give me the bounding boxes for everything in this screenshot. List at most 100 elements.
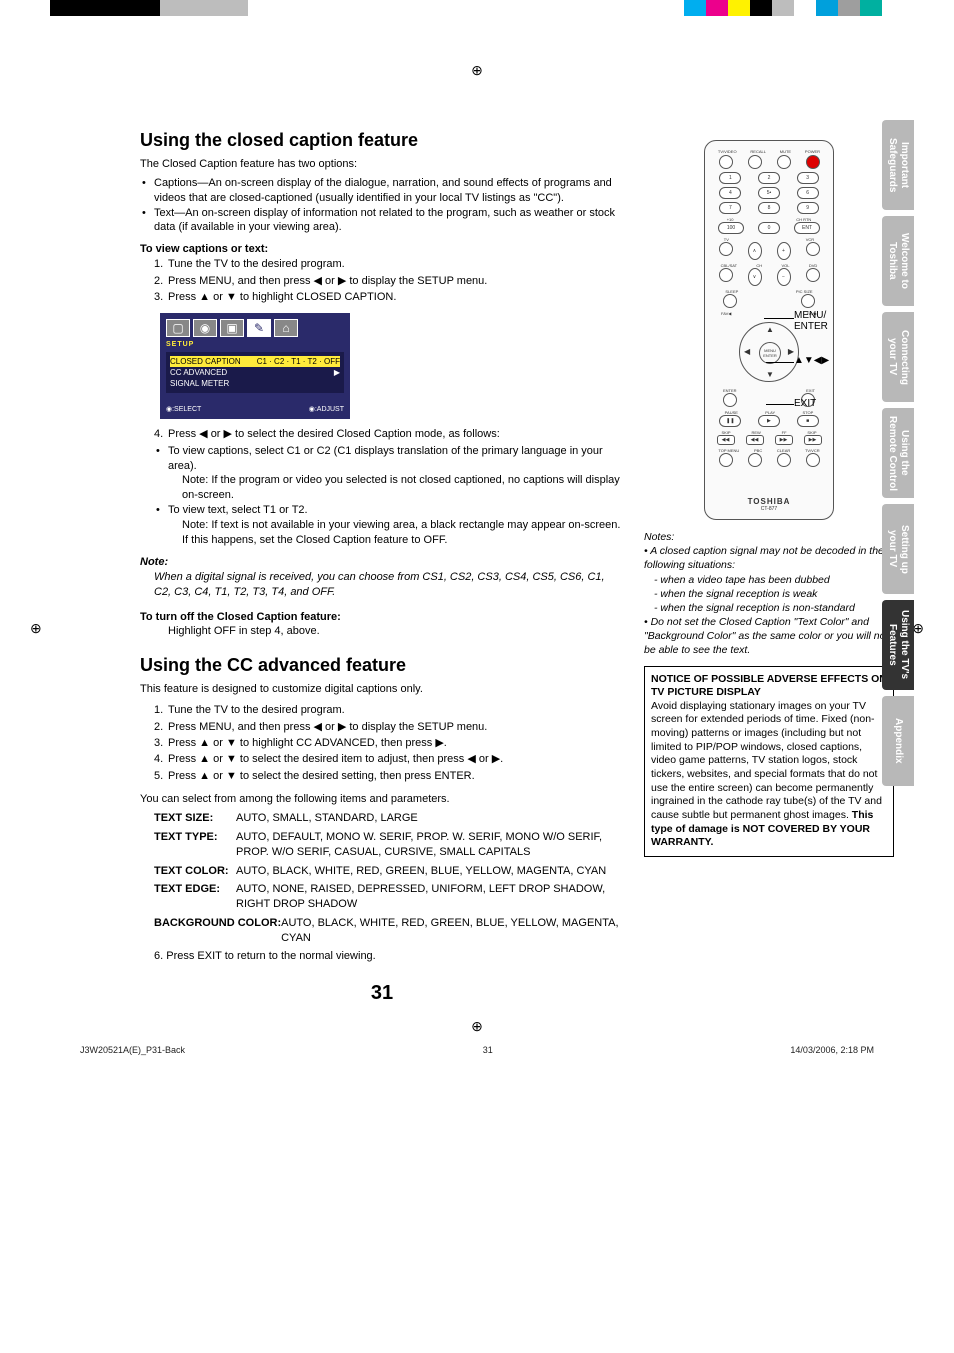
side-note-line: • A closed caption signal may not be dec… — [644, 544, 894, 572]
callout-arrows: ▲▼◀▶ — [794, 355, 829, 366]
osd-tab-icon: ▣ — [220, 319, 244, 337]
osd-row: SIGNAL METER — [170, 378, 340, 389]
callout-menu: MENU/ ENTER — [794, 310, 828, 332]
param-row: TEXT COLOR:AUTO, BLACK, WHITE, RED, GREE… — [154, 864, 624, 879]
calibration-bars — [0, 0, 954, 20]
calibration-bar — [204, 0, 226, 16]
step-6: 6. Press EXIT to return to the normal vi… — [140, 950, 624, 962]
step-item: 4.Press ◀ or ▶ to select the desired Clo… — [168, 427, 624, 442]
osd-foot-adjust: ◉:ADJUST — [309, 405, 344, 413]
osd-menu-screenshot: ▢ ◉ ▣ ✎ ⌂ SETUP CLOSED CAPTIONC1 · C2 · … — [160, 313, 350, 419]
page-number: 31 — [140, 982, 624, 1005]
steps-list-3: 1.Tune the TV to the desired program.2.P… — [140, 703, 624, 784]
calibration-bar — [138, 0, 160, 16]
osd-row: CC ADVANCED▶ — [170, 367, 340, 378]
calibration-bar — [772, 0, 794, 16]
osd-row: CLOSED CAPTIONC1 · C2 · T1 · T2 · OFF — [170, 356, 340, 367]
params-intro: You can select from among the following … — [140, 792, 624, 807]
intro-text: The Closed Caption feature has two optio… — [140, 157, 624, 172]
section-tab[interactable]: Using the TV's Features — [882, 600, 914, 690]
section-tab[interactable]: Setting up your TV — [882, 504, 914, 594]
subheading-view-captions: To view captions or text: — [140, 243, 624, 255]
registration-mark-bottom: ⊕ — [471, 1018, 483, 1035]
side-notes: Notes: • A closed caption signal may not… — [644, 530, 894, 658]
calibration-bar — [728, 0, 750, 16]
sub-bullet-list: To view text, select T1 or T2. — [140, 503, 624, 518]
param-row: BACKGROUND COLOR: AUTO, BLACK, WHITE, RE… — [154, 916, 624, 946]
section-tab[interactable]: Welcome to Toshiba — [882, 216, 914, 306]
osd-tab-icon: ▢ — [166, 319, 190, 337]
calibration-bar — [684, 0, 706, 16]
step-item: 2.Press MENU, and then press ◀ or ▶ to d… — [168, 720, 624, 735]
calibration-bar — [816, 0, 838, 16]
calibration-bar — [116, 0, 138, 16]
section-tab[interactable]: Appendix — [882, 696, 914, 786]
calibration-bar — [160, 0, 182, 16]
callout-exit: EXIT — [794, 398, 816, 409]
turn-off-body: Highlight OFF in step 4, above. — [140, 625, 624, 637]
note-text: Note: If the program or video you select… — [140, 473, 624, 503]
side-column: TV/VIDEORECALLMUTEPOWER 123 45•6 789 +10… — [644, 120, 894, 1005]
side-note-line: - when the signal reception is weak — [644, 587, 894, 601]
note-text: Note: If text is not available in your v… — [140, 518, 624, 548]
calibration-bar — [248, 0, 270, 16]
notice-box: NOTICE OF POSSIBLE ADVERSE EFFECTS ON TV… — [644, 666, 894, 857]
remote-model: CT-877 — [711, 506, 827, 512]
param-row: TEXT EDGE:AUTO, NONE, RAISED, DEPRESSED,… — [154, 882, 624, 912]
osd-tab-icon: ⌂ — [274, 319, 298, 337]
step-item: 3.Press ▲ or ▼ to highlight CC ADVANCED,… — [168, 736, 624, 751]
param-row: TEXT SIZE:AUTO, SMALL, STANDARD, LARGE — [154, 811, 624, 826]
registration-mark-left: ⊕ — [30, 620, 42, 637]
bullet-item: Text—An on-screen display of information… — [154, 206, 624, 236]
subheading-turn-off: To turn off the Closed Caption feature: — [140, 611, 624, 623]
param-row: TEXT TYPE:AUTO, DEFAULT, MONO W. SERIF, … — [154, 830, 624, 860]
registration-mark-right: ⊕ — [912, 620, 924, 637]
callout-line — [764, 318, 794, 319]
side-note-line: - when the signal reception is non-stand… — [644, 601, 894, 615]
heading-closed-caption: Using the closed caption feature — [140, 130, 624, 151]
footer-filename: J3W20521A(E)_P31-Back — [80, 1045, 185, 1055]
notice-title: NOTICE OF POSSIBLE ADVERSE EFFECTS ON TV… — [651, 673, 887, 699]
footer-pagenum: 31 — [483, 1045, 493, 1055]
calibration-bar — [50, 0, 72, 16]
section-tab[interactable]: Using the Remote Control — [882, 408, 914, 498]
calibration-bar — [94, 0, 116, 16]
calibration-bar — [226, 0, 248, 16]
section-tab[interactable]: Important Safeguards — [882, 120, 914, 210]
osd-tab-icon: ✎ — [247, 319, 271, 337]
section-tab[interactable]: Connecting your TV — [882, 312, 914, 402]
section-tabs: Important Safeguards Welcome to Toshiba Co… — [882, 120, 914, 792]
bullet-item: Captions—An on-screen display of the dia… — [154, 176, 624, 206]
osd-tab-icon: ◉ — [193, 319, 217, 337]
side-note-line: • Do not set the Closed Caption "Text Co… — [644, 615, 894, 658]
notice-body: Avoid displaying stationary images on yo… — [651, 700, 882, 821]
callout-line — [766, 362, 794, 363]
registration-mark-top: ⊕ — [471, 62, 483, 79]
calibration-bar — [838, 0, 860, 16]
osd-label: SETUP — [166, 341, 344, 348]
step-item: 2.Press MENU, and then press ◀ or ▶ to d… — [168, 274, 624, 289]
step-item: 4.Press ▲ or ▼ to select the desired ite… — [168, 752, 624, 767]
steps-list-1: 1.Tune the TV to the desired program.2.P… — [140, 257, 624, 305]
step-item: 5.Press ▲ or ▼ to select the desired set… — [168, 769, 624, 784]
osd-foot-select: ◉:SELECT — [166, 405, 201, 413]
calibration-bar — [182, 0, 204, 16]
bullet-list-options: Captions—An on-screen display of the dia… — [140, 176, 624, 235]
note-body: When a digital signal is received, you c… — [140, 570, 624, 600]
main-column: Using the closed caption feature The Clo… — [140, 120, 624, 1005]
intro-cc-advanced: This feature is designed to customize di… — [140, 682, 624, 697]
step-item: 3.Press ▲ or ▼ to highlight CLOSED CAPTI… — [168, 290, 624, 305]
parameter-list: TEXT SIZE:AUTO, SMALL, STANDARD, LARGE TE… — [140, 811, 624, 946]
calibration-bar — [794, 0, 816, 16]
calibration-bar — [706, 0, 728, 16]
sub-bullet-list: To view captions, select C1 or C2 (C1 di… — [140, 444, 624, 474]
callout-line — [766, 404, 794, 405]
footer-timestamp: 14/03/2006, 2:18 PM — [790, 1045, 874, 1055]
bullet-item: To view text, select T1 or T2. — [168, 503, 624, 518]
calibration-bar — [72, 0, 94, 16]
calibration-bar — [882, 0, 904, 16]
side-notes-heading: Notes: — [644, 530, 894, 544]
calibration-bar — [750, 0, 772, 16]
note-heading: Note: — [140, 556, 624, 568]
heading-cc-advanced: Using the CC advanced feature — [140, 655, 624, 676]
